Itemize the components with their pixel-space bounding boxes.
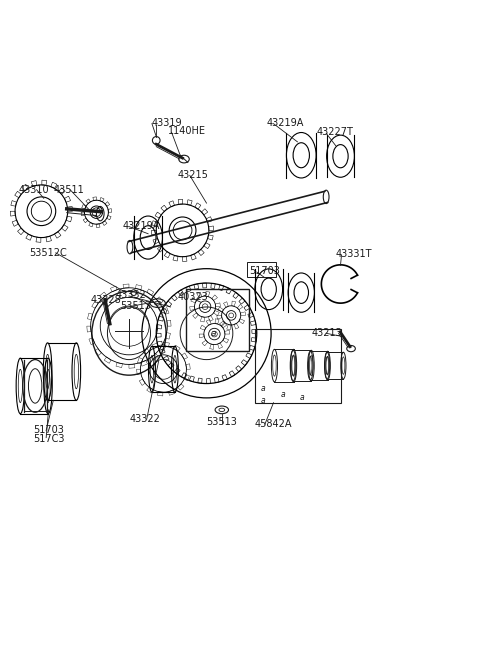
Text: 1140HE: 1140HE: [168, 126, 206, 136]
Text: a: a: [261, 384, 265, 393]
Text: 43328: 43328: [91, 295, 121, 305]
Text: 43332: 43332: [116, 290, 146, 300]
Text: 43213: 43213: [312, 328, 343, 338]
Text: 43227T: 43227T: [317, 127, 353, 137]
Text: 53513: 53513: [206, 417, 238, 427]
Text: 40323: 40323: [178, 292, 208, 302]
Text: 517C3: 517C3: [33, 434, 65, 443]
Text: 43319: 43319: [152, 118, 182, 127]
Text: 43511: 43511: [53, 185, 84, 194]
Text: 43219A: 43219A: [266, 118, 304, 127]
Text: 51703: 51703: [33, 425, 64, 435]
Text: 43310: 43310: [19, 185, 49, 194]
Text: 45842A: 45842A: [254, 419, 292, 429]
Text: 53513: 53513: [120, 300, 151, 311]
Text: a: a: [211, 328, 216, 338]
Text: 53512C: 53512C: [29, 248, 67, 258]
Text: 43322: 43322: [130, 415, 161, 424]
Text: 43215: 43215: [178, 170, 209, 180]
Text: a: a: [261, 396, 265, 405]
Text: 43219A: 43219A: [123, 221, 160, 231]
Text: a: a: [281, 390, 286, 399]
Text: a: a: [300, 394, 304, 402]
Text: 51703: 51703: [250, 266, 280, 276]
Text: 43331T: 43331T: [336, 249, 372, 260]
